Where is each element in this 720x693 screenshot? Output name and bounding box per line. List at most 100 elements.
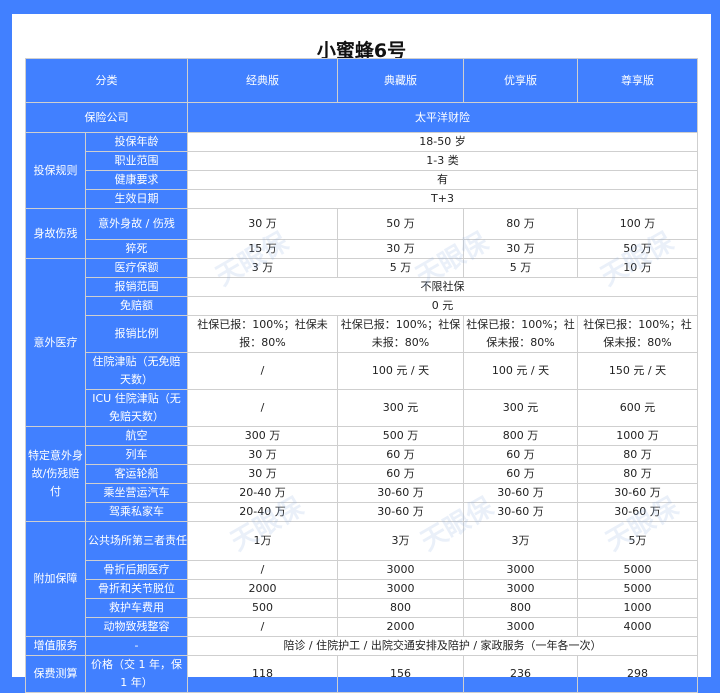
value-cell: 不限社保 <box>187 277 698 297</box>
row-label: 免赔额 <box>85 296 188 316</box>
row-label: 动物致残整容 <box>85 617 188 637</box>
value-cell: 3000 <box>463 579 578 599</box>
group-label: 保费测算 <box>25 655 86 693</box>
value-cell: 5000 <box>577 560 698 580</box>
row-label: 客运轮船 <box>85 464 188 484</box>
value-cell: 30-60 万 <box>577 502 698 522</box>
value-cell: 100 元 / 天 <box>463 352 578 390</box>
table-row: 增值服务 - 陪诊 / 住院护工 / 出院交通安排及陪护 / 家政服务（一年各一次） <box>25 636 698 656</box>
value-cell: T+3 <box>187 189 698 209</box>
table-row: 驾乘私家车 20-40 万 30-60 万 30-60 万 30-60 万 <box>26 502 698 522</box>
value-cell: 30-60 万 <box>577 483 698 503</box>
value-cell: 3000 <box>463 560 578 580</box>
row-label: 猝死 <box>85 239 188 259</box>
value-cell: 15 万 <box>187 239 338 259</box>
header-category: 分类 <box>25 58 188 103</box>
value-cell: 50 万 <box>337 208 464 240</box>
row-label: ICU 住院津贴（无免赔天数） <box>85 389 188 427</box>
row-label: - <box>85 636 188 656</box>
value-cell: 2000 <box>337 617 464 637</box>
value-cell: 社保已报：100%；社保未报：80% <box>577 315 698 353</box>
row-label: 健康要求 <box>85 170 188 190</box>
company-row: 保险公司 太平洋财险 <box>25 102 698 133</box>
value-cell: 80 万 <box>577 464 698 484</box>
row-label: 职业范围 <box>85 151 188 171</box>
value-cell: 300 元 <box>337 389 464 427</box>
table-row: 身故伤残 意外身故 / 伤残 30 万 50 万 80 万 100 万 <box>25 208 698 259</box>
value-cell: 3 万 <box>187 258 338 278</box>
company-label: 保险公司 <box>25 102 188 133</box>
value-cell: 1000 <box>577 598 698 618</box>
table-row: 骨折和关节脱位 2000 3000 3000 5000 <box>26 579 698 599</box>
row-label: 航空 <box>85 426 188 446</box>
value-cell: 100 元 / 天 <box>337 352 464 390</box>
value-cell: 156 <box>337 655 464 693</box>
table-row: 猝死 15 万 30 万 30 万 50 万 <box>26 239 698 259</box>
page-title: 小蜜蜂6号 <box>316 40 407 62</box>
table-row: 骨折后期医疗/3000 3000 5000 <box>26 560 698 580</box>
value-cell: 10 万 <box>577 258 698 278</box>
value-cell: 3万 <box>337 521 464 561</box>
group-label: 投保规则 <box>25 132 86 209</box>
value-cell: 150 元 / 天 <box>577 352 698 390</box>
value-cell: 1万 <box>187 521 338 561</box>
table-row: 住院津贴（无免赔天数）/100 元 / 天 100 元 / 天 150 元 / 天 <box>26 352 698 390</box>
value-cell: 30 万 <box>463 239 578 259</box>
value-cell: 600 元 <box>577 389 698 427</box>
row-label: 报销范围 <box>85 277 188 297</box>
value-cell: 30-60 万 <box>337 483 464 503</box>
table-row: 保费测算 价格（交 1 年，保 1 年） 118 156 236 298 <box>25 655 698 693</box>
value-cell: 20-40 万 <box>187 502 338 522</box>
table-row: 附加保障 公共场所第三者责任险 1万 3万 3万 5万 <box>25 521 698 637</box>
value-cell: 30-60 万 <box>337 502 464 522</box>
row-label: 生效日期 <box>85 189 188 209</box>
value-cell: 80 万 <box>577 445 698 465</box>
value-cell: 500 万 <box>337 426 464 446</box>
value-cell: 500 <box>187 598 338 618</box>
row-label: 价格（交 1 年，保 1 年） <box>85 655 188 693</box>
value-cell: 30 万 <box>187 445 338 465</box>
value-cell: 50 万 <box>577 239 698 259</box>
value-cell: 60 万 <box>463 445 578 465</box>
table-row: 特定意外身故/伤残赔付 航空 300 万 500 万 800 万 1000 万 <box>25 426 698 522</box>
value-cell: 1-3 类 <box>187 151 698 171</box>
value-cell: 298 <box>577 655 698 693</box>
value-cell: 陪诊 / 住院护工 / 出院交通安排及陪护 / 家政服务（一年各一次） <box>187 636 698 656</box>
row-label: 乘坐营运汽车 <box>85 483 188 503</box>
value-cell: / <box>187 352 338 390</box>
value-cell: 3万 <box>463 521 578 561</box>
value-cell: 100 万 <box>577 208 698 240</box>
header-plan: 经典版 <box>187 58 338 103</box>
value-cell: 4000 <box>577 617 698 637</box>
value-cell: 800 万 <box>463 426 578 446</box>
header-plan: 优享版 <box>463 58 578 103</box>
value-cell: 5万 <box>577 521 698 561</box>
row-label: 意外身故 / 伤残 <box>85 208 188 240</box>
value-cell: 236 <box>463 655 578 693</box>
row-label: 骨折后期医疗 <box>85 560 188 580</box>
group-label: 特定意外身故/伤残赔付 <box>25 426 86 522</box>
value-cell: 20-40 万 <box>187 483 338 503</box>
value-cell: 社保已报：100%；社保未报：80% <box>337 315 464 353</box>
group-label: 增值服务 <box>25 636 86 656</box>
value-cell: 800 <box>463 598 578 618</box>
row-label: 列车 <box>85 445 188 465</box>
row-label: 住院津贴（无免赔天数） <box>85 352 188 390</box>
value-cell: 5 万 <box>463 258 578 278</box>
value-cell: 300 万 <box>187 426 338 446</box>
value-cell: 300 元 <box>463 389 578 427</box>
row-label: 救护车费用 <box>85 598 188 618</box>
value-cell: 30-60 万 <box>463 502 578 522</box>
value-cell: 30 万 <box>337 239 464 259</box>
value-cell: 2000 <box>187 579 338 599</box>
row-label: 公共场所第三者责任险 <box>85 521 188 561</box>
value-cell: 社保已报：100%；社保未报：80% <box>187 315 338 353</box>
table-row: 职业范围 1-3 类 <box>26 151 698 171</box>
group-label: 附加保障 <box>25 521 86 637</box>
group-label: 身故伤残 <box>25 208 86 259</box>
value-cell: 60 万 <box>337 464 464 484</box>
header-plan: 典藏版 <box>337 58 464 103</box>
company-value: 太平洋财险 <box>187 102 698 133</box>
header-row: 分类 经典版 典藏版 优享版 尊享版 <box>25 58 698 103</box>
